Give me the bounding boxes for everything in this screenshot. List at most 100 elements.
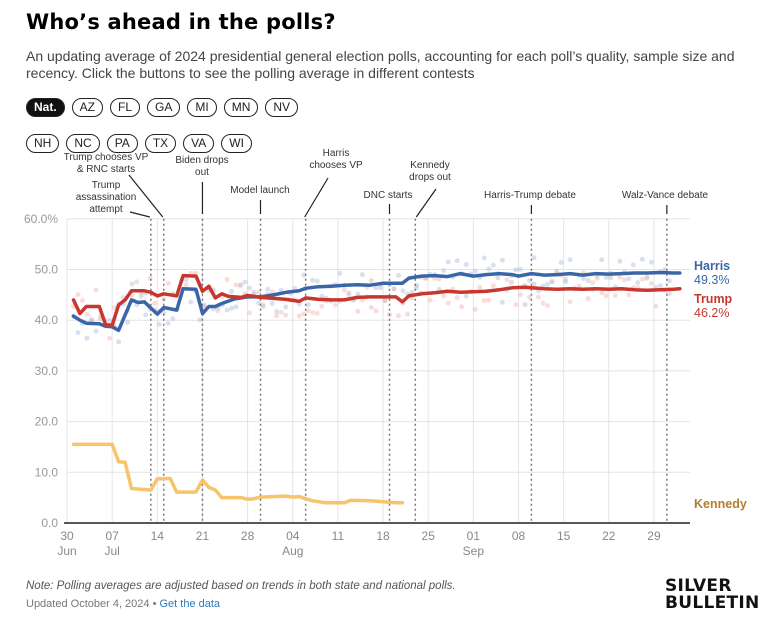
contest-button-nc[interactable]: NC	[66, 134, 100, 153]
poll-dot	[301, 272, 307, 278]
x-tick-label: 21	[196, 529, 210, 543]
event-label: & RNC starts	[77, 164, 135, 175]
poll-dot	[590, 280, 596, 286]
poll-dot	[599, 257, 605, 263]
poll-dot	[373, 308, 379, 314]
poll-dot	[256, 289, 262, 295]
poll-dot	[454, 258, 460, 264]
event-label: Harris	[323, 148, 350, 159]
poll-dot	[251, 289, 257, 295]
poll-dot	[152, 300, 158, 306]
poll-dot	[319, 293, 325, 299]
poll-dot	[215, 308, 221, 314]
poll-dot	[626, 276, 632, 282]
y-tick-label: 20.0	[35, 415, 59, 429]
poll-dot	[463, 262, 469, 267]
poll-dot	[522, 302, 528, 307]
poll-dot	[427, 297, 433, 303]
contest-button-tx[interactable]: TX	[144, 134, 177, 153]
contest-button-mn[interactable]: MN	[223, 98, 259, 117]
y-tick-label: 0.0	[41, 516, 58, 530]
poll-dot	[635, 280, 641, 286]
poll-dot	[265, 286, 271, 292]
poll-dot	[513, 267, 519, 273]
event-label: DNC starts	[364, 190, 413, 201]
page-title: Who’s ahead in the polls?	[26, 10, 336, 34]
event-label: attempt	[89, 204, 123, 215]
get-the-data-link[interactable]: Get the data	[159, 598, 221, 610]
poll-dot	[80, 298, 85, 303]
poll-dot	[405, 311, 411, 317]
contest-buttons-row-2: NH NC PA TX VA WI	[26, 134, 252, 153]
poll-dot	[490, 283, 496, 289]
poll-dot	[499, 299, 505, 305]
poll-dot	[224, 277, 230, 282]
poll-dot	[481, 298, 487, 304]
poll-dot	[296, 313, 302, 319]
poll-dot	[138, 293, 144, 299]
poll-dot	[621, 277, 627, 283]
poll-dot	[197, 317, 203, 323]
poll-dot	[314, 278, 320, 284]
poll-dot	[608, 275, 614, 281]
contest-button-az[interactable]: AZ	[71, 98, 104, 117]
poll-dot	[436, 276, 442, 282]
poll-dot	[346, 290, 352, 296]
poll-dot	[341, 287, 347, 293]
logo-line-1: SILVER	[665, 576, 732, 596]
poll-dot	[391, 286, 397, 292]
poll-dot	[332, 302, 338, 308]
poll-dot	[463, 293, 469, 299]
poll-dot	[165, 280, 171, 286]
y-tick-label: 50.0	[35, 263, 59, 277]
poll-dot	[346, 292, 352, 298]
updated-date: Updated October 4, 2024 •	[26, 598, 157, 610]
poll-dot	[441, 293, 447, 299]
contest-button-pa[interactable]: PA	[106, 134, 138, 153]
poll-dot	[229, 305, 234, 311]
event-label: Biden drops	[175, 155, 228, 166]
poll-dot	[666, 291, 672, 297]
poll-dot	[563, 279, 569, 285]
silver-bulletin-logo: SILVER BULLETIN	[665, 578, 760, 612]
event-label: out	[195, 167, 209, 178]
poll-dot	[260, 304, 266, 310]
contest-buttons-row-1: Nat. AZ FL GA MI MN NV	[26, 98, 299, 117]
y-tick-label: 10.0	[35, 465, 59, 479]
poll-dot	[107, 335, 113, 341]
poll-dot	[545, 303, 550, 309]
event-label: Model launch	[230, 185, 289, 196]
contest-button-va[interactable]: VA	[183, 134, 215, 153]
y-tick-label: 60.0%	[24, 212, 58, 226]
poll-dot	[517, 292, 523, 298]
x-tick-label: 04	[286, 529, 300, 543]
event-leader-line	[304, 177, 329, 218]
contest-button-mi[interactable]: MI	[187, 98, 217, 117]
contest-button-nh[interactable]: NH	[26, 134, 60, 153]
poll-dot	[445, 300, 451, 306]
poll-dot	[116, 339, 122, 345]
event-label: Trump	[92, 180, 121, 191]
legend-label-trump: Trump	[694, 292, 733, 306]
poll-dot	[617, 258, 623, 264]
contest-button-nat[interactable]: Nat.	[26, 98, 65, 117]
poll-dot	[359, 272, 365, 278]
poll-dot	[238, 282, 243, 288]
x-tick-label: 18	[376, 529, 390, 543]
contest-button-nv[interactable]: NV	[265, 98, 299, 117]
poll-dot	[653, 303, 659, 309]
poll-dot	[242, 279, 248, 285]
contest-button-ga[interactable]: GA	[147, 98, 181, 117]
poll-dot	[486, 297, 492, 303]
contest-button-fl[interactable]: FL	[110, 98, 141, 117]
poll-dot	[368, 305, 374, 310]
poll-dot	[459, 304, 465, 310]
footnote: Note: Polling averages are adjusted base…	[26, 580, 456, 592]
legend-label-kennedy: Kennedy	[694, 497, 747, 511]
poll-dot	[283, 304, 289, 310]
contest-button-wi[interactable]: WI	[221, 134, 252, 153]
poll-dot	[563, 276, 569, 282]
poll-dot	[314, 310, 320, 316]
poll-dot	[599, 290, 605, 296]
poll-dot	[612, 293, 618, 299]
